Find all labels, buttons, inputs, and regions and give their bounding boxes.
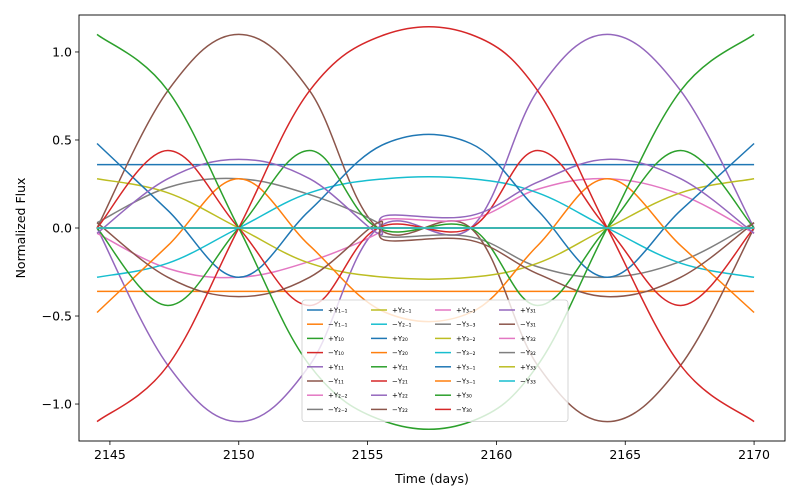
series-21-legend-label: +Y₃₋₁ <box>456 363 476 371</box>
series-27-legend-label: +Y₃₂ <box>520 335 536 343</box>
series-18-legend-label: −Y₃₋₃ <box>456 321 476 329</box>
series-11-line <box>96 133 755 279</box>
series-4-legend-label: −Y₁₀ <box>328 349 344 357</box>
series-30-legend-label: −Y₃₃ <box>520 378 536 386</box>
series-8-legend-label: −Y₂₋₂ <box>328 406 348 414</box>
y-tick-label: −1.0 <box>42 397 72 412</box>
series-23-legend-label: +Y₃₀ <box>456 392 472 400</box>
series-12-legend-label: −Y₂₀ <box>392 349 408 357</box>
y-axis: −1.0 −0.5 0.0 0.5 1.0 <box>42 44 79 412</box>
series-10-line <box>96 176 755 279</box>
legend-box <box>301 299 569 422</box>
series-20-legend-label: −Y₃₋₂ <box>456 349 476 357</box>
series-10-legend-label: −Y₂₋₁ <box>392 321 412 329</box>
x-tick-label: 2150 <box>223 447 255 462</box>
series-8-line <box>96 177 755 279</box>
series-25-legend-label: +Y₃₁ <box>520 307 536 315</box>
x-tick-label: 2145 <box>94 447 126 462</box>
series-17-legend-label: +Y₃₋₃ <box>456 307 476 315</box>
series-23-line <box>96 33 755 430</box>
series-1-legend-label: +Y₁₋₁ <box>328 307 348 315</box>
series-9-legend-label: +Y₂₋₁ <box>392 307 412 315</box>
series-2-legend-label: −Y₁₋₁ <box>328 321 348 329</box>
series-9-line <box>96 177 755 280</box>
x-tick-label: 2155 <box>352 447 384 462</box>
series-19-legend-label: +Y₃₋₂ <box>456 335 476 343</box>
y-tick-label: 0.0 <box>52 221 72 236</box>
series-15-legend-label: +Y₂₂ <box>392 392 408 400</box>
x-tick-label: 2165 <box>609 447 641 462</box>
y-tick-label: −0.5 <box>42 309 72 324</box>
series-26-legend-label: −Y₃₁ <box>520 321 536 329</box>
series-5-legend-label: +Y₁₁ <box>328 363 344 371</box>
y-tick-label: 1.0 <box>52 44 72 59</box>
series-11-legend-label: +Y₂₀ <box>392 335 408 343</box>
series-15-line <box>96 158 755 236</box>
series-29-legend-label: +Y₃₃ <box>520 363 536 371</box>
x-axis: 2145 2150 2155 2160 2165 2170 <box>94 441 770 462</box>
x-tick-label: 2170 <box>738 447 770 462</box>
series-layer <box>96 26 755 430</box>
y-tick-label: 0.5 <box>52 132 72 147</box>
x-tick-label: 2160 <box>481 447 513 462</box>
x-axis-label: Time (days) <box>394 471 469 486</box>
series-16-legend-label: −Y₂₂ <box>392 406 408 414</box>
series-14-legend-label: −Y₂₁ <box>392 378 408 386</box>
series-3-legend-label: +Y₁₀ <box>328 335 344 343</box>
series-7-line <box>96 177 755 279</box>
y-axis-label: Normalized Flux <box>13 178 28 279</box>
series-7-legend-label: +Y₂₋₂ <box>328 392 348 400</box>
series-6-legend-label: −Y₁₁ <box>328 378 344 386</box>
legend: +Y₁₋₁ −Y₁₋₁ +Y₁₀ −Y₁₀ +Y₁₁ −Y₁₁ +Y₂₋₂ −Y₂₋₂ +Y₂₋… <box>301 299 569 422</box>
series-24-line <box>96 26 755 423</box>
series-28-legend-label: −Y₃₂ <box>520 349 536 357</box>
series-16-line <box>96 220 755 298</box>
series-24-legend-label: −Y₃₀ <box>456 406 472 414</box>
series-13-legend-label: +Y₂₁ <box>392 363 408 371</box>
series-22-legend-label: −Y₃₋₁ <box>456 378 476 386</box>
